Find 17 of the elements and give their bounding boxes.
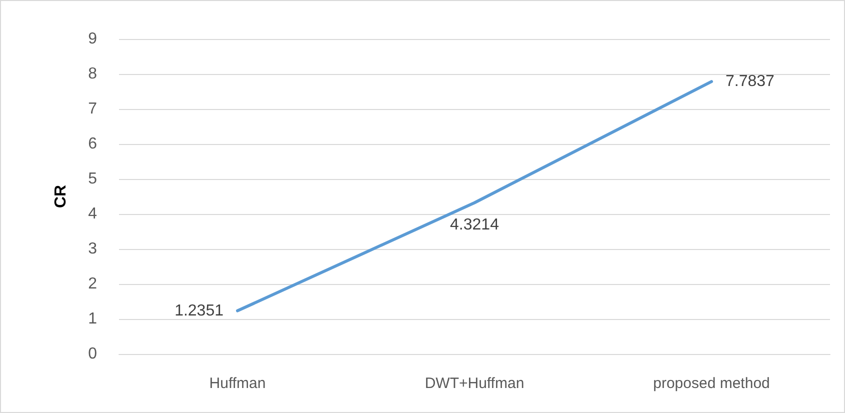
data-label: 7.7837 <box>726 73 775 90</box>
y-tick-label: 8 <box>88 66 98 82</box>
x-tick-label: DWT+Huffman <box>424 375 524 392</box>
y-tick-label: 0 <box>88 346 98 362</box>
y-tick-label: 9 <box>88 30 98 48</box>
y-tick-label: 5 <box>88 170 98 188</box>
y-axis-title: CR <box>52 184 70 208</box>
y-tick-label: 7 <box>88 100 98 118</box>
x-tick-label: Huffman <box>209 375 266 392</box>
y-tick-label: 6 <box>88 136 98 152</box>
y-tick-label: 3 <box>88 240 98 258</box>
y-tick-label: 2 <box>88 276 98 292</box>
y-tick-label: 1 <box>88 310 98 328</box>
data-label: 4.3214 <box>450 216 500 234</box>
y-tick-label: 4 <box>88 206 98 222</box>
data-label: 1.2351 <box>174 302 224 320</box>
x-tick-label: proposed method <box>653 375 770 392</box>
